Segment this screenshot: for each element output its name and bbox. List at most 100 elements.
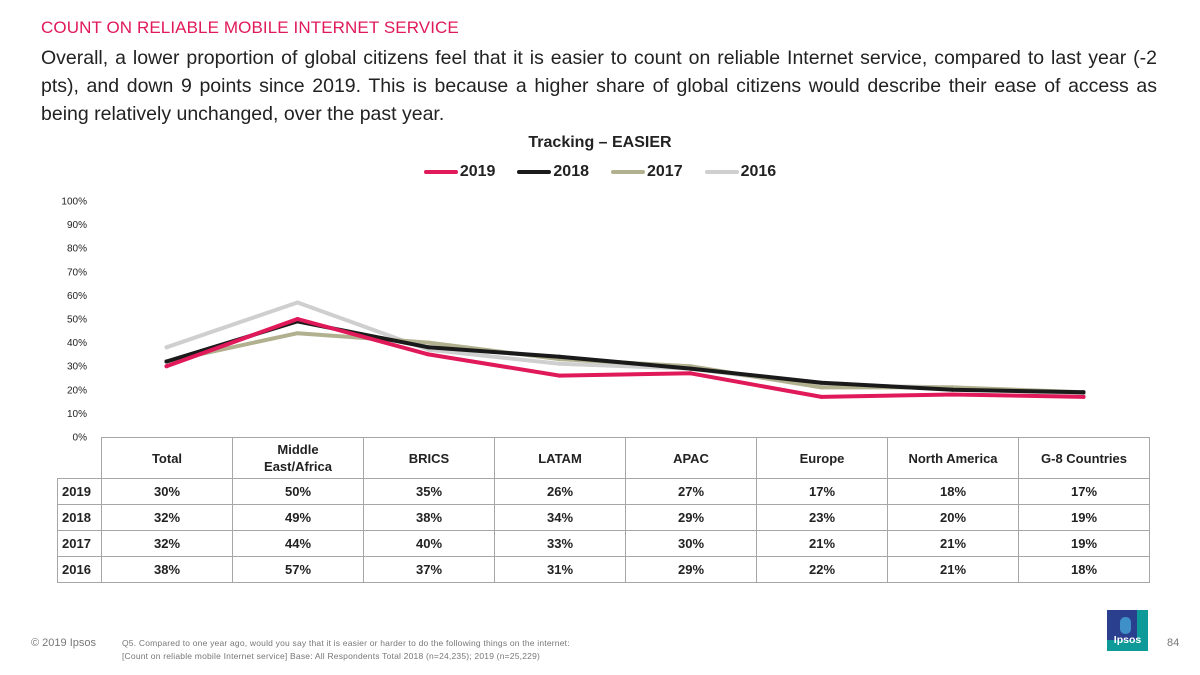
table-cell: 19% (1018, 530, 1150, 557)
series-line-2019 (164, 317, 1086, 399)
table-row: 2018 32% 49% 38% 34% 29% 23% 20% 19% (57, 504, 1150, 531)
table-row: 2017 32% 44% 40% 33% 30% 21% 21% 19% (57, 530, 1150, 557)
legend-item-2016: 2016 (704, 163, 777, 181)
logo-mark-icon (1120, 617, 1131, 634)
data-point-2019 (950, 392, 955, 397)
data-point-2018 (426, 345, 431, 350)
y-tick-label: 30% (67, 362, 87, 373)
table-cell: 29% (625, 504, 757, 531)
table-header-text: APAC (673, 450, 709, 466)
table-cell: 44% (232, 530, 364, 557)
table-header-cell: Europe (756, 437, 888, 479)
y-tick-label: 20% (67, 385, 87, 396)
table-cell: 17% (1018, 478, 1150, 505)
table-cell: 38% (363, 504, 495, 531)
data-point-2018 (688, 366, 693, 371)
y-tick-label: 70% (67, 267, 87, 278)
y-tick-label: 40% (67, 338, 87, 349)
table-header-text: Total (151, 450, 183, 466)
table-row: 2019 30% 50% 35% 26% 27% 17% 18% 17% (57, 478, 1150, 505)
legend-swatch-2017 (611, 170, 645, 174)
data-point-2019 (1081, 394, 1086, 399)
table-cell: 33% (494, 530, 626, 557)
logo-wordmark: Ipsos (1113, 634, 1142, 646)
copyright-text: © 2019 Ipsos (31, 637, 96, 649)
line-chart: 0% 10% 20% 30% 40% 50% 60% 70% 80% 90% 100% (61, 197, 1086, 443)
table-header-cell: LATAM (494, 437, 626, 479)
legend-label-2018: 2018 (553, 163, 589, 180)
data-point-2018 (557, 354, 562, 359)
table-header-cell: Middle East/Africa (232, 437, 364, 479)
legend-label-2019: 2019 (459, 163, 496, 180)
table-header-text: BRICS (408, 450, 450, 466)
table-cell: 21% (756, 530, 888, 557)
table-cell: 30% (101, 478, 233, 505)
data-point-2019 (688, 371, 693, 376)
chart-title: Tracking – EASIER (528, 134, 672, 151)
table-cell: 20% (887, 504, 1019, 531)
table-header-text: North America (908, 450, 998, 466)
table-cell: 49% (232, 504, 364, 531)
table-cell: 21% (887, 556, 1019, 583)
legend-label-2016: 2016 (740, 163, 777, 180)
y-tick-label: 60% (67, 291, 87, 302)
table-cell: 26% (494, 478, 626, 505)
table-cell: 21% (887, 530, 1019, 557)
ipsos-logo: Ipsos (1107, 610, 1148, 651)
data-point-2019 (164, 364, 169, 369)
data-point-2018 (819, 380, 824, 385)
data-point-2018 (1081, 390, 1086, 395)
table-header-text: East/Africa (264, 459, 332, 474)
legend-item-2017: 2017 (611, 163, 683, 181)
legend-item-2019: 2019 (423, 163, 496, 181)
table-cell: 29% (625, 556, 757, 583)
series-line-2016 (164, 300, 1086, 397)
section-kicker: COUNT ON RELIABLE MOBILE INTERNET SERVIC… (41, 18, 459, 37)
table-corner (57, 437, 102, 479)
table-row-label: 2017 (57, 530, 102, 557)
table-cell: 38% (101, 556, 233, 583)
table-cell: 22% (756, 556, 888, 583)
data-point-2016 (164, 345, 169, 350)
table-cell: 40% (363, 530, 495, 557)
data-point-2018 (950, 387, 955, 392)
y-tick-label: 10% (67, 409, 87, 420)
legend-item-2018: 2018 (517, 163, 589, 181)
table-cell: 50% (232, 478, 364, 505)
table-row-label: 2016 (57, 556, 102, 583)
table-cell: 35% (363, 478, 495, 505)
data-point-2019 (557, 373, 562, 378)
y-tick-label: 80% (67, 244, 87, 255)
y-tick-label: 0% (73, 433, 88, 443)
data-point-2017 (295, 331, 300, 336)
data-table: Total Middle East/Africa BRICS LATAM APAC Euro… (57, 437, 1150, 583)
table-row-label: 2018 (57, 504, 102, 531)
footnote: Q5. Compared to one year ago, would you … (122, 637, 570, 663)
table-header-text: G-8 Countries (1041, 450, 1127, 466)
table-header-cell: BRICS (363, 437, 495, 479)
table-cell: 32% (101, 504, 233, 531)
table-cell: 17% (756, 478, 888, 505)
chart-legend: 2019 2018 2017 2016 (0, 163, 1200, 181)
y-tick-label: 90% (67, 220, 87, 231)
table-header-cell: G-8 Countries (1018, 437, 1150, 479)
data-point-2018 (164, 359, 169, 364)
table-cell: 31% (494, 556, 626, 583)
data-point-2016 (295, 300, 300, 305)
legend-swatch-2018 (517, 170, 552, 174)
table-header-text: LATAM (538, 450, 582, 466)
data-point-2019 (819, 394, 824, 399)
table-cell: 32% (101, 530, 233, 557)
legend-label-2017: 2017 (647, 163, 683, 180)
table-cell: 18% (887, 478, 1019, 505)
table-cell: 37% (363, 556, 495, 583)
table-header-cell: APAC (625, 437, 757, 479)
data-point-2017 (819, 385, 824, 390)
data-point-2019 (295, 317, 300, 321)
y-tick-label: 50% (67, 315, 87, 326)
data-point-2019 (426, 352, 431, 357)
table-cell: 34% (494, 504, 626, 531)
table-row: 2016 38% 57% 37% 31% 29% 22% 21% 18% (57, 556, 1150, 583)
table-cell: 19% (1018, 504, 1150, 531)
table-cell: 27% (625, 478, 757, 505)
